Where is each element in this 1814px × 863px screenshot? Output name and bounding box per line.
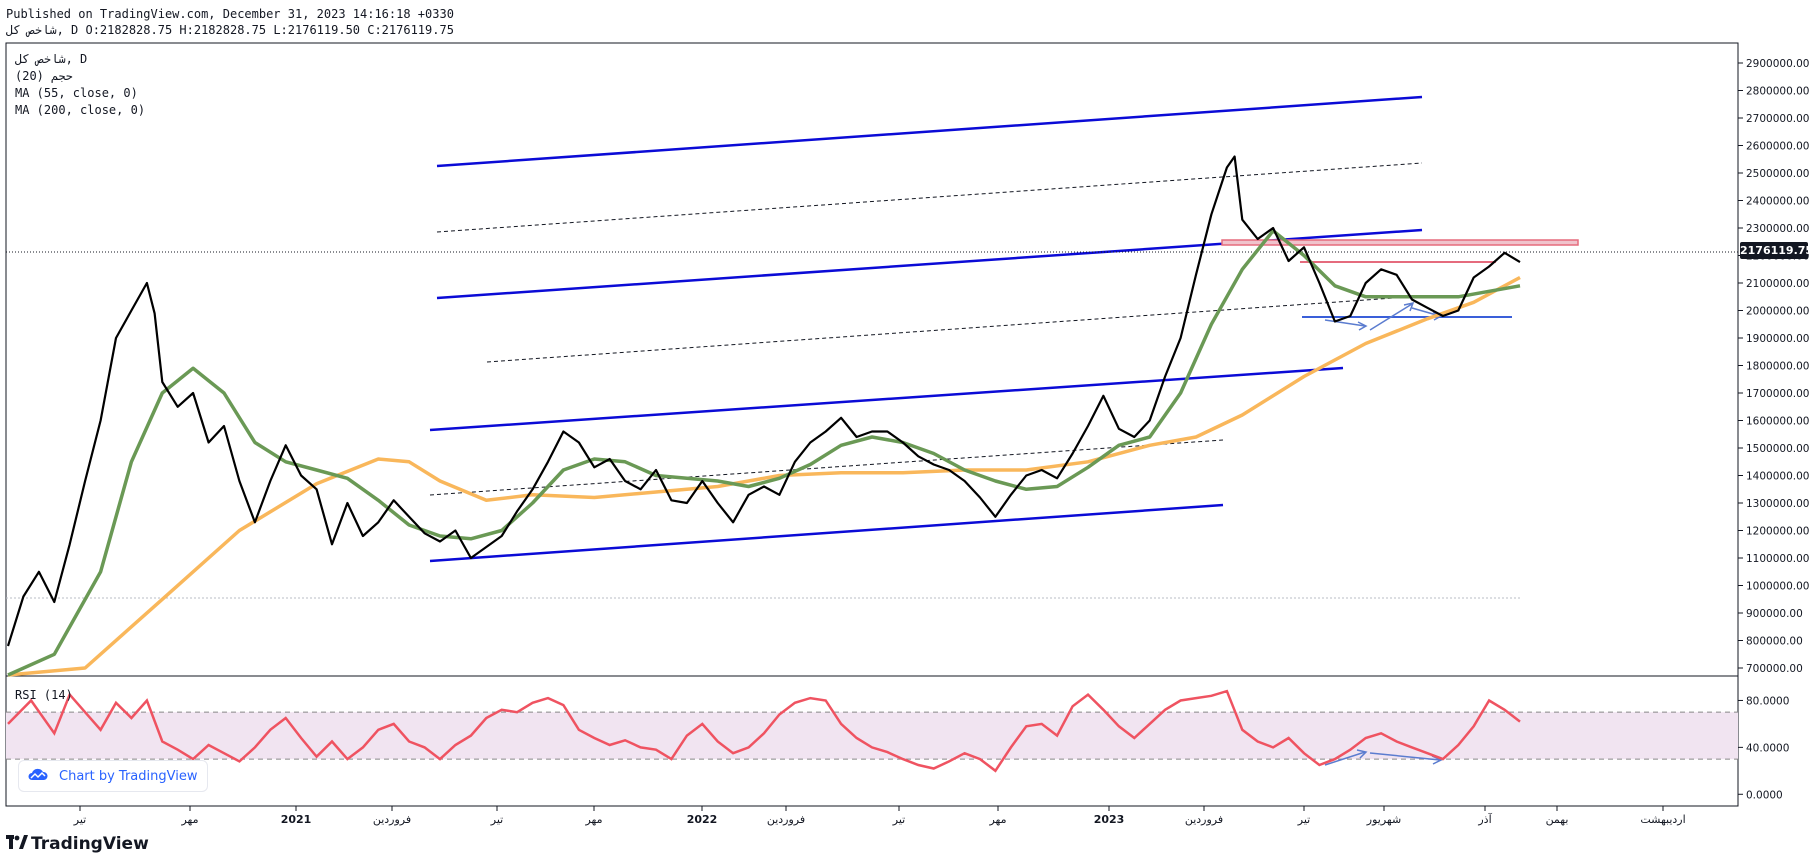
x-tick-label: فروردین	[1185, 813, 1223, 826]
rsi-tick-label: 80.0000	[1746, 695, 1789, 707]
y-tick-label: 800000.00	[1746, 636, 1803, 648]
x-tick-label: مهر	[180, 813, 198, 826]
y-tick-label: 2700000.00	[1746, 113, 1809, 125]
y-tick-label: 1500000.00	[1746, 443, 1809, 455]
price-axis: 2900000.00 2800000.00 2700000.00 2600000.00…	[1738, 58, 1809, 675]
rsi-tick-label: 0.0000	[1746, 789, 1783, 801]
time-axis: تیر مهر 2021 فروردین تیر مهر 2022 فروردین تیر مهر…	[73, 806, 1686, 826]
series-line	[7, 229, 1521, 677]
legend-symbol[interactable]: شاخص کل, D	[15, 52, 88, 66]
credit-text: Chart by TradingView	[59, 768, 198, 784]
y-tick-label: 1600000.00	[1746, 416, 1809, 428]
y-tick-label: 1000000.00	[1746, 581, 1809, 593]
brand-name: TradingView	[31, 834, 149, 854]
y-tick-label: 2100000.00	[1746, 278, 1809, 290]
series-layer	[6, 155, 1521, 773]
y-tick-label: 2300000.00	[1746, 223, 1809, 235]
rsi-band	[6, 711, 1738, 760]
x-tick-label: تیر	[892, 813, 905, 826]
x-tick-label: 2021	[281, 813, 312, 826]
y-tick-label: 1800000.00	[1746, 361, 1809, 373]
publish-info: Published on TradingView.com, December 3…	[6, 7, 454, 21]
channel-drawings	[6, 95, 1738, 766]
x-tick-label: مهر	[584, 813, 602, 826]
x-tick-label: 2023	[1094, 813, 1125, 826]
y-tick-label: 2800000.00	[1746, 86, 1809, 98]
x-tick-label: اردیبهشت	[1640, 813, 1685, 826]
ohlc-info: شاخص کل, D O:2182828.75 H:2182828.75 L:2…	[6, 23, 454, 37]
legend-rsi[interactable]: RSI (14)	[15, 688, 73, 702]
x-tick-label: فروردین	[767, 813, 805, 826]
rsi-tick-label: 40.0000	[1746, 742, 1789, 754]
tradingview-credit[interactable]: Chart by TradingView	[18, 760, 208, 792]
rsi-band-fill	[6, 712, 1738, 760]
legend-ma55[interactable]: MA (55, close, 0)	[15, 86, 138, 100]
x-tick-label: فروردین	[373, 813, 411, 826]
y-tick-label: 2400000.00	[1746, 196, 1809, 208]
y-tick-label: 1900000.00	[1746, 333, 1809, 345]
series-line	[7, 275, 1521, 677]
y-tick-label: 2000000.00	[1746, 306, 1809, 318]
x-tick-label: مهر	[988, 813, 1006, 826]
y-tick-label: 2600000.00	[1746, 141, 1809, 153]
y-tick-label: 1100000.00	[1746, 553, 1809, 565]
y-tick-label: 2500000.00	[1746, 168, 1809, 180]
rsi-line	[7, 689, 1521, 773]
y-tick-label: 1700000.00	[1746, 388, 1809, 400]
last-price-badge: 2176119.75	[1740, 242, 1814, 259]
legend-ma200[interactable]: MA (200, close, 0)	[15, 103, 146, 117]
series-line	[6, 155, 1521, 647]
x-tick-label: بهمن	[1546, 813, 1569, 826]
y-tick-label: 900000.00	[1746, 608, 1803, 620]
y-tick-label: 700000.00	[1746, 663, 1803, 675]
x-tick-label: شهریور	[1366, 813, 1401, 826]
y-tick-label: 2900000.00	[1746, 58, 1809, 70]
x-tick-label: تیر	[73, 813, 86, 826]
rsi-axis: 80.0000 40.0000 0.0000	[1738, 695, 1789, 801]
legend-volume[interactable]: (20) حجم	[15, 69, 73, 83]
tradingview-logo[interactable]: TradingView	[6, 834, 149, 854]
tv-logo-icon	[6, 834, 28, 854]
cloud-icon	[27, 766, 49, 786]
x-tick-label: تیر	[1297, 813, 1310, 826]
y-tick-label: 1400000.00	[1746, 471, 1809, 483]
x-tick-label: 2022	[687, 813, 718, 826]
y-tick-label: 1200000.00	[1746, 526, 1809, 538]
x-tick-label: تیر	[490, 813, 503, 826]
x-tick-label: آذر	[1477, 812, 1492, 826]
y-tick-label: 1300000.00	[1746, 498, 1809, 510]
